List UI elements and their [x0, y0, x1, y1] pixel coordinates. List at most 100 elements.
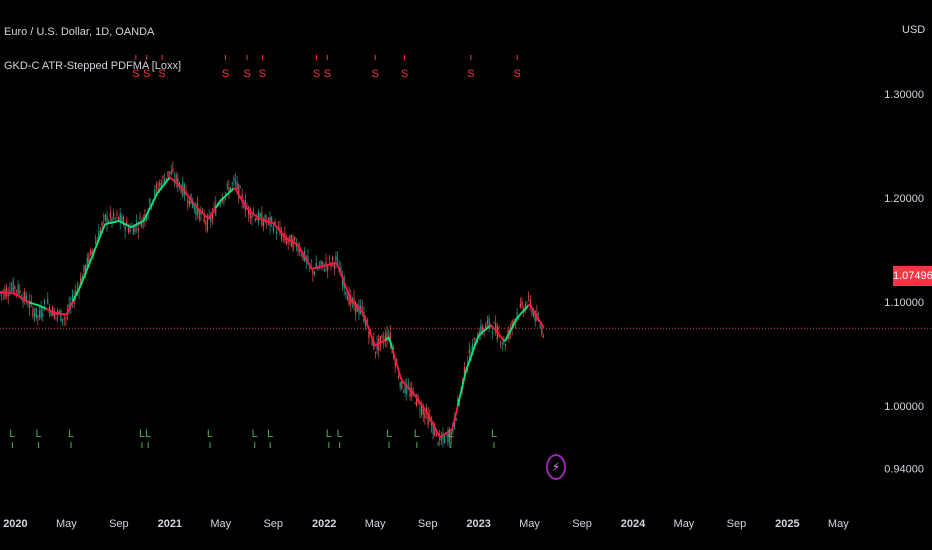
candle-body: [226, 184, 228, 186]
candle-body: [422, 408, 424, 415]
candle-body: [251, 215, 253, 219]
candle-body: [468, 349, 470, 354]
y-tick-label: 1.10000: [884, 297, 924, 309]
x-tick-label: Sep: [727, 518, 747, 530]
candle-body: [455, 418, 457, 421]
lightning-icon[interactable]: ⚡: [546, 454, 566, 480]
candle-body: [402, 391, 405, 393]
candle-body: [114, 217, 116, 219]
candle-body: [480, 325, 482, 336]
candle-body: [141, 223, 143, 228]
candle-body: [145, 215, 148, 220]
y-tick-label: 1.30000: [884, 89, 924, 101]
candle-body: [29, 300, 31, 309]
candle-body: [160, 182, 162, 189]
candle-body: [83, 265, 85, 272]
candle-body: [266, 221, 268, 223]
candle-body: [27, 305, 29, 307]
candle-body: [162, 176, 164, 178]
candle-body: [124, 226, 126, 231]
candle-body: [116, 214, 118, 216]
candle-body: [188, 196, 190, 206]
candle-body: [473, 337, 475, 340]
long-signal-label: L: [386, 428, 392, 440]
candle-body: [19, 290, 21, 294]
candle-body: [127, 227, 130, 232]
candle-body: [239, 187, 242, 189]
candle-body: [80, 277, 82, 286]
candle-body: [254, 218, 256, 221]
candle-body: [404, 383, 406, 394]
candle-body: [434, 427, 436, 437]
candle-body: [15, 290, 18, 291]
long-signal-label: L: [448, 428, 454, 440]
candle-body: [37, 315, 39, 318]
candle-body: [30, 300, 32, 302]
candle-body: [89, 249, 92, 255]
candle-body: [233, 178, 235, 181]
x-tick-label: May: [828, 518, 849, 530]
currency-label: USD: [902, 24, 926, 36]
long-signal-label: L: [36, 428, 42, 440]
candle-body: [7, 294, 9, 297]
short-signal-label: S: [243, 68, 250, 80]
pdfma-segment: [451, 422, 455, 430]
short-signal-label: S: [259, 68, 266, 80]
candle-body: [98, 231, 100, 240]
candle-body: [528, 295, 530, 297]
candle-body: [63, 317, 65, 319]
candle-body: [257, 211, 260, 223]
candle-body: [420, 405, 423, 415]
y-axis[interactable]: 1.30000 1.20000 1.10000 1.00000 0.94000: [884, 89, 924, 475]
candle-body: [444, 436, 446, 444]
candle-body: [320, 260, 322, 265]
candle-body: [14, 286, 16, 290]
candle-body: [346, 295, 349, 301]
candle-body: [234, 180, 237, 184]
candle-body: [229, 187, 232, 191]
x-tick-label: 2022: [312, 518, 336, 530]
candle-body: [264, 214, 266, 223]
short-signal-label: S: [467, 68, 474, 80]
candle-body: [381, 335, 383, 338]
candle-body: [159, 183, 161, 186]
candle-body: [200, 210, 202, 215]
candle-body: [167, 171, 169, 178]
candle-body: [24, 291, 26, 301]
candle-body: [348, 292, 350, 305]
candle-body: [91, 251, 93, 255]
candle-body: [137, 228, 139, 231]
symbol-title[interactable]: Euro / U.S. Dollar, 1D, OANDA: [4, 26, 155, 38]
candle-body: [169, 171, 171, 174]
candle-body: [111, 217, 113, 223]
candle-body: [345, 292, 347, 295]
candle-body: [142, 217, 144, 222]
candle-body: [1, 292, 3, 294]
candle-body: [42, 314, 44, 317]
candle-body: [33, 313, 36, 317]
candle-body: [203, 216, 205, 222]
candle-body: [104, 214, 106, 221]
candle-body: [371, 338, 373, 346]
candle-body: [213, 207, 215, 209]
short-signal-label: S: [143, 68, 150, 80]
candle-body: [485, 324, 487, 329]
candle-body: [75, 290, 77, 295]
long-signal-label: L: [139, 428, 145, 440]
candle-body: [495, 322, 497, 333]
price-series: [0, 161, 545, 448]
x-axis[interactable]: 2020 May Sep 2021 May Sep 2022 May Sep 2023 May Sep…: [3, 518, 849, 530]
candle-body: [236, 182, 238, 190]
candle-body: [513, 321, 515, 323]
candle-body: [486, 321, 489, 324]
candle-body: [294, 237, 296, 240]
indicator-title[interactable]: GKD-C ATR-Stepped PDFMA [Loxx]: [4, 60, 182, 72]
candle-body: [327, 265, 329, 271]
short-signal-label: S: [324, 68, 331, 80]
candle-body: [43, 300, 46, 304]
candle-body: [409, 390, 411, 397]
candle-body: [71, 294, 74, 302]
candle-body: [302, 252, 304, 260]
candle-body: [340, 267, 342, 275]
